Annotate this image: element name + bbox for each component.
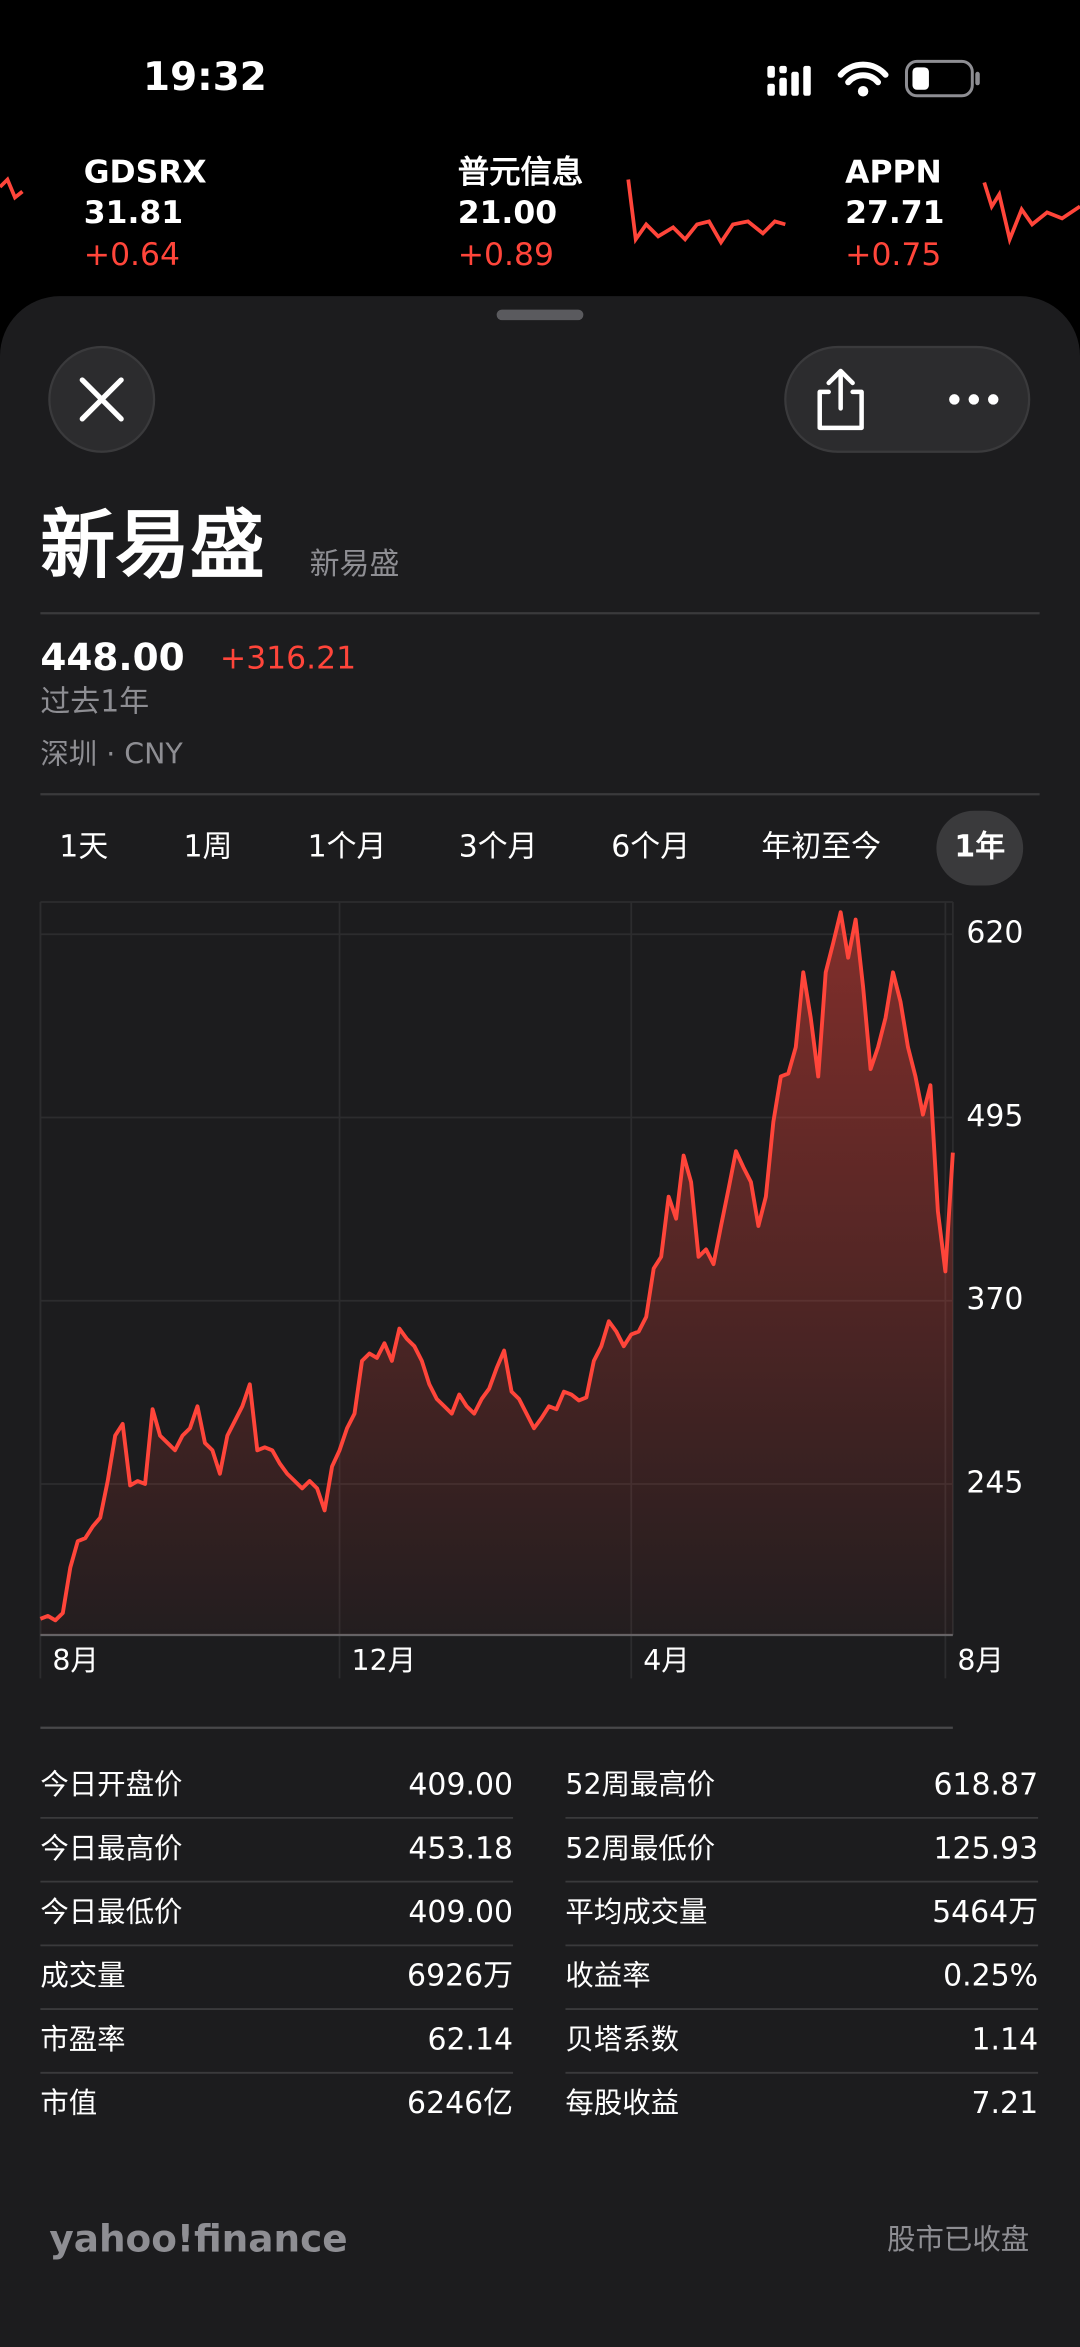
stat-value: 409.00: [408, 1895, 513, 1930]
brand: yahoo!finance: [49, 2216, 347, 2260]
exchange: 深圳 · CNY: [40, 737, 183, 770]
range-option[interactable]: 6个月: [611, 830, 690, 865]
range-option[interactable]: 1年: [954, 830, 1005, 865]
ticker-price: 31.81: [84, 195, 183, 231]
close-button[interactable]: [48, 345, 156, 453]
ticker-symbol[interactable]: GDSRX: [84, 155, 207, 191]
more-button[interactable]: [949, 394, 999, 405]
stat-label: 市值: [40, 2087, 97, 2120]
stat-value: 6246亿: [407, 2086, 513, 2121]
market-status: 股市已收盘: [887, 2223, 1029, 2256]
stat-value: 453.18: [408, 1831, 513, 1866]
stat-label: 平均成交量: [565, 1895, 707, 1928]
range-option[interactable]: 1天: [59, 830, 108, 865]
stat-value: 5464万: [932, 1895, 1038, 1930]
stat-value: 409.00: [408, 1768, 513, 1803]
price-change: +316.21: [220, 641, 356, 677]
ticker-price: 27.71: [845, 195, 944, 231]
stat-value: 6926万: [407, 1959, 513, 1994]
stat-value: 0.25%: [943, 1959, 1038, 1994]
x-tick-label: 12月: [352, 1644, 417, 1677]
range-option[interactable]: 1周: [183, 830, 232, 865]
ticker-symbol[interactable]: 普元信息: [458, 154, 584, 191]
stat-value: 125.93: [933, 1831, 1038, 1866]
period: 过去1年: [40, 685, 149, 720]
x-tick-label: 8月: [52, 1644, 98, 1677]
ticker-change: +0.75: [845, 237, 941, 273]
ticker-price: 21.00: [458, 195, 557, 231]
range-option[interactable]: 3个月: [459, 830, 538, 865]
range-selected: [936, 810, 1024, 886]
price: 448.00: [40, 635, 184, 679]
stat-value: 618.87: [933, 1768, 1038, 1803]
stat-label: 今日最低价: [40, 1895, 182, 1928]
stat-value: 62.14: [427, 2022, 513, 2057]
stat-label: 成交量: [40, 1959, 125, 1992]
stock-subtitle: 新易盛: [310, 547, 400, 582]
stat-label: 52周最高价: [565, 1768, 715, 1801]
stat-label: 今日最高价: [40, 1832, 182, 1865]
ticker-change: +0.89: [458, 237, 554, 273]
ticker-symbol[interactable]: APPN: [845, 155, 942, 191]
y-tick-label: 245: [966, 1465, 1023, 1500]
range-option[interactable]: 年初至今: [761, 830, 881, 865]
status-icons: [767, 59, 980, 98]
stat-label: 贝塔系数: [565, 2023, 679, 2056]
stat-label: 52周最低价: [565, 1832, 715, 1865]
stat-value: 1.14: [972, 2022, 1039, 2057]
status-time: 19:32: [143, 55, 267, 100]
stat-label: 市盈率: [40, 2023, 125, 2056]
ticker-change: +0.64: [84, 237, 180, 273]
area: [40, 912, 953, 1635]
y-tick-label: 495: [966, 1099, 1023, 1134]
stock-title: 新易盛: [40, 502, 264, 589]
ticker-sparklines: [0, 176, 1080, 246]
sheet: [0, 296, 1080, 2347]
stat-label: 每股收益: [565, 2087, 679, 2120]
x-tick-label: 4月: [643, 1644, 689, 1677]
price-line: [39, 910, 955, 1623]
y-tick-label: 370: [966, 1282, 1023, 1317]
range-option[interactable]: 1个月: [308, 830, 387, 865]
sheet-handle[interactable]: [496, 309, 584, 321]
stat-label: 今日开盘价: [40, 1768, 182, 1801]
stat-label: 收益率: [565, 1959, 650, 1992]
stat-value: 7.21: [972, 2086, 1039, 2121]
x-tick-label: 8月: [957, 1644, 1003, 1677]
y-tick-label: 620: [966, 916, 1023, 951]
share-button[interactable]: [817, 368, 864, 431]
